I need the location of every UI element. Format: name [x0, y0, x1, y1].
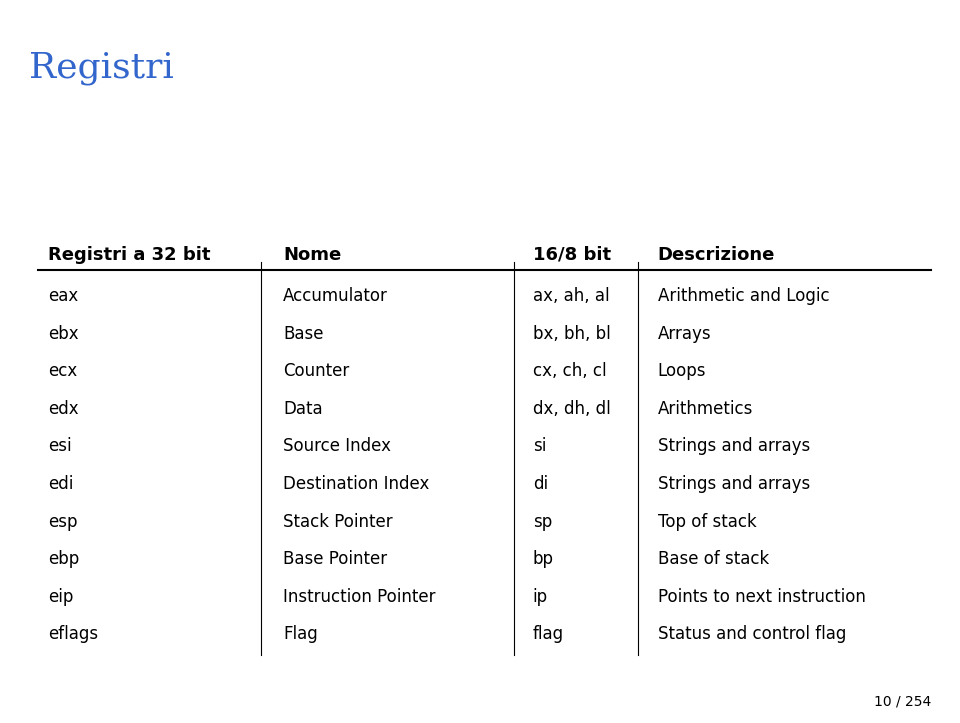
- Text: edx: edx: [48, 400, 79, 418]
- Text: ecx: ecx: [48, 362, 77, 380]
- Text: flag: flag: [533, 625, 564, 643]
- Text: ip: ip: [533, 588, 548, 606]
- Text: 10 / 254: 10 / 254: [874, 695, 931, 709]
- Text: Accumulator: Accumulator: [283, 287, 388, 305]
- Text: di: di: [533, 475, 548, 493]
- Text: Strings and arrays: Strings and arrays: [658, 475, 810, 493]
- Text: esp: esp: [48, 513, 78, 531]
- Text: Base Pointer: Base Pointer: [283, 550, 387, 568]
- Text: bx, bh, bl: bx, bh, bl: [533, 325, 611, 343]
- Text: dx, dh, dl: dx, dh, dl: [533, 400, 611, 418]
- Text: Arithmetics: Arithmetics: [658, 400, 753, 418]
- Text: Flag: Flag: [283, 625, 318, 643]
- Text: Registri a 32 bit: Registri a 32 bit: [48, 246, 210, 264]
- Text: Source Index: Source Index: [283, 437, 392, 455]
- Text: Data: Data: [283, 400, 323, 418]
- Text: eip: eip: [48, 588, 73, 606]
- Text: ebx: ebx: [48, 325, 79, 343]
- Text: Nome: Nome: [283, 246, 342, 264]
- Text: Destination Index: Destination Index: [283, 475, 429, 493]
- Text: Arrays: Arrays: [658, 325, 711, 343]
- Text: Base: Base: [283, 325, 324, 343]
- Text: eflags: eflags: [48, 625, 98, 643]
- Text: Registri: Registri: [29, 51, 174, 85]
- Text: Loops: Loops: [658, 362, 707, 380]
- Text: sp: sp: [533, 513, 552, 531]
- Text: Top of stack: Top of stack: [658, 513, 756, 531]
- Text: Counter: Counter: [283, 362, 349, 380]
- Text: Base of stack: Base of stack: [658, 550, 769, 568]
- Text: Strings and arrays: Strings and arrays: [658, 437, 810, 455]
- Text: Instruction Pointer: Instruction Pointer: [283, 588, 436, 606]
- Text: edi: edi: [48, 475, 73, 493]
- Text: 16/8 bit: 16/8 bit: [533, 246, 611, 264]
- Text: ax, ah, al: ax, ah, al: [533, 287, 610, 305]
- Text: ebp: ebp: [48, 550, 80, 568]
- Text: Descrizione: Descrizione: [658, 246, 775, 264]
- Text: si: si: [533, 437, 546, 455]
- Text: Arithmetic and Logic: Arithmetic and Logic: [658, 287, 829, 305]
- Text: cx, ch, cl: cx, ch, cl: [533, 362, 607, 380]
- Text: Stack Pointer: Stack Pointer: [283, 513, 393, 531]
- Text: Status and control flag: Status and control flag: [658, 625, 846, 643]
- Text: bp: bp: [533, 550, 554, 568]
- Text: esi: esi: [48, 437, 72, 455]
- Text: Points to next instruction: Points to next instruction: [658, 588, 866, 606]
- Text: eax: eax: [48, 287, 79, 305]
